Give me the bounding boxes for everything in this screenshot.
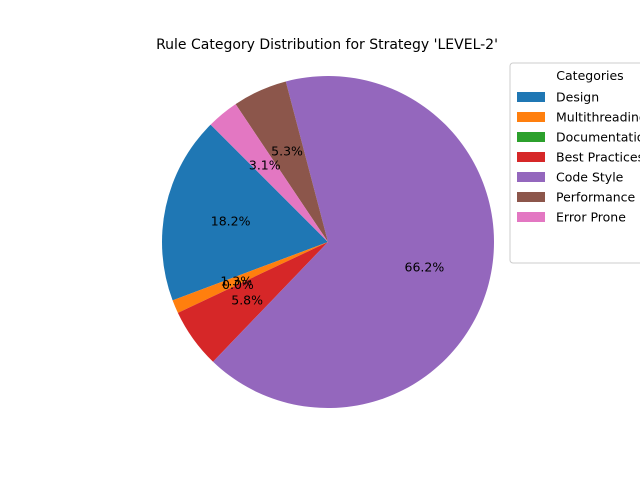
pct-label-error-prone: 3.1% (249, 158, 281, 173)
slice-multithreading (172, 242, 328, 313)
legend-swatch-documentation (517, 132, 545, 142)
pie-slices (162, 75, 495, 409)
slice-error-prone (210, 104, 328, 242)
legend-swatch-multithreading (517, 112, 545, 122)
legend-swatch-performance (517, 192, 545, 202)
legend-swatch-error-prone (517, 212, 545, 222)
chart-title: Rule Category Distribution for Strategy … (156, 37, 498, 53)
legend-items: Design Multithreading Documentation Best Pr… (517, 90, 640, 225)
slice-best-practices (177, 242, 328, 362)
legend-label-code-style: Code Style (556, 170, 624, 185)
pct-label-multithreading: 1.3% (220, 273, 252, 288)
pct-label-code-style: 66.2% (405, 260, 445, 275)
legend-swatch-design (517, 92, 545, 102)
legend-label-multithreading: Multithreading (556, 110, 640, 125)
legend-label-performance: Performance (556, 190, 636, 205)
pct-label-best-practices: 5.8% (231, 293, 263, 308)
pct-label-design: 18.2% (211, 213, 251, 228)
legend-swatch-best-practices (517, 152, 545, 162)
pct-label-documentation: 0.0% (222, 277, 254, 292)
legend-swatch-code-style (517, 172, 545, 182)
legend-label-design: Design (556, 90, 599, 105)
legend: Categories Design Multithreading Documenta… (509, 62, 640, 264)
pct-label-performance: 5.3% (271, 144, 303, 159)
legend-label-best-practices: Best Practices (556, 150, 640, 165)
legend-title: Categories (556, 68, 623, 83)
slice-performance (235, 81, 328, 242)
slice-code-style (213, 75, 495, 409)
legend-label-documentation: Documentation (556, 130, 640, 145)
slice-design (162, 124, 328, 301)
legend-label-error-prone: Error Prone (556, 210, 626, 225)
percent-labels: 18.2% 1.3%0.0%5.8% 66.2% 5.3%3.1% (211, 144, 445, 308)
